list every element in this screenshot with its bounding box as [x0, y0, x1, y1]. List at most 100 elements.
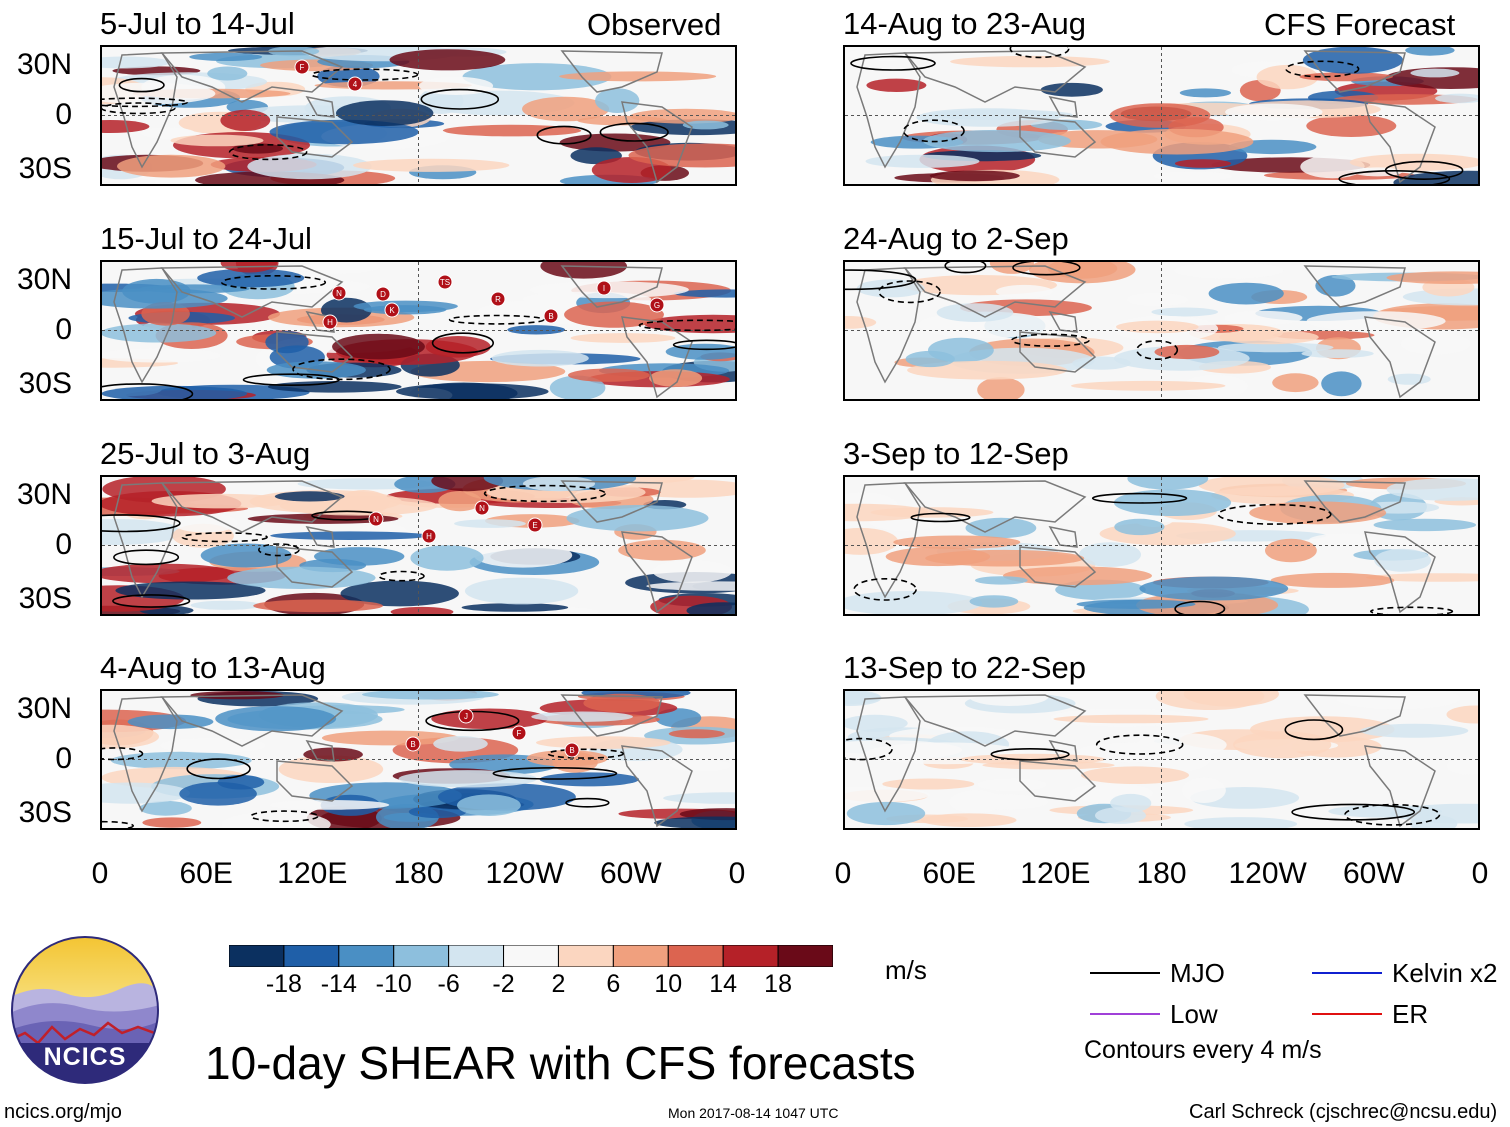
- shear-anomaly-patch: [102, 82, 216, 105]
- colorbar-tick: 2: [551, 970, 566, 998]
- shear-anomaly-patch: [950, 55, 1110, 68]
- mjo-contour: [112, 594, 191, 608]
- coastline: [305, 525, 335, 548]
- y-tick-label: 0: [55, 313, 72, 346]
- svg-text:N: N: [479, 504, 485, 513]
- storm-marker: H: [421, 528, 437, 544]
- footer-timestamp: Mon 2017-08-14 1047 UTC: [668, 1105, 839, 1121]
- mjo-contour: [181, 532, 268, 543]
- storm-marker: B: [543, 308, 559, 324]
- shear-anomaly-patch: [1114, 518, 1165, 536]
- shear-anomaly-patch: [102, 724, 159, 749]
- shear-anomaly-patch: [536, 736, 671, 749]
- shear-anomaly-patch: [654, 816, 735, 828]
- x-tick-label: 180: [393, 857, 444, 890]
- shear-anomaly-patch: [559, 133, 671, 152]
- svg-text:R: R: [495, 295, 501, 304]
- storm-marker: F: [294, 59, 310, 75]
- shear-anomaly-patch: [1301, 349, 1374, 358]
- coastline: [276, 760, 354, 802]
- shear-anomaly-patch: [1405, 47, 1455, 56]
- shear-anomaly-patch: [668, 729, 725, 739]
- colorbar-tick: 10: [654, 970, 683, 998]
- shear-anomaly-patch: [652, 560, 732, 583]
- shear-map-panel: [843, 475, 1480, 616]
- shear-anomaly-patch: [845, 503, 929, 522]
- units-label: m/s: [885, 955, 927, 985]
- svg-text:B: B: [548, 312, 553, 321]
- coastline: [1048, 525, 1078, 548]
- panel-title: 3-Sep to 12-Sep: [843, 436, 1069, 471]
- shear-anomaly-patch: [905, 350, 955, 368]
- panel-title: 4-Aug to 13-Aug: [100, 650, 326, 685]
- shear-anomaly-patch: [102, 323, 217, 343]
- shear-anomaly-patch: [583, 693, 661, 713]
- coastline: [621, 745, 693, 828]
- svg-text:4: 4: [353, 80, 358, 89]
- mjo-contour: [102, 102, 176, 115]
- shear-anomaly-patch: [321, 730, 459, 746]
- shear-anomaly-patch: [564, 301, 664, 328]
- coastline: [1019, 331, 1097, 373]
- shear-map-panel: [843, 689, 1480, 830]
- shear-anomaly-patch: [673, 289, 735, 298]
- svg-text:F: F: [300, 63, 305, 72]
- shear-anomaly-patch: [507, 325, 566, 335]
- shear-anomaly-patch: [1179, 88, 1231, 98]
- mjo-contour: [292, 358, 391, 381]
- mjo-contour: [1009, 47, 1070, 59]
- mjo-contour: [536, 125, 592, 145]
- mjo-contour: [492, 767, 618, 780]
- shear-map-panel: [843, 45, 1480, 186]
- shear-anomaly-patch: [438, 491, 482, 512]
- coastline: [1019, 760, 1097, 802]
- shear-anomaly-patch: [1249, 501, 1387, 525]
- shear-anomaly-patch: [531, 711, 633, 722]
- svg-text:B: B: [410, 740, 415, 749]
- shear-map-panel: N K TS R B I G H D: [100, 260, 737, 401]
- storm-marker: N: [331, 285, 347, 301]
- shear-anomaly-patch: [1256, 64, 1319, 90]
- shear-anomaly-patch: [1208, 282, 1284, 305]
- colorbar-tick: -2: [492, 970, 515, 998]
- shear-anomaly-patch: [227, 566, 376, 589]
- shear-anomaly-patch: [398, 770, 537, 788]
- mjo-contour: [378, 570, 425, 582]
- shear-anomaly-patch: [646, 581, 735, 591]
- shear-anomaly-patch: [566, 505, 709, 532]
- storm-marker: TS: [437, 274, 453, 290]
- shear-anomaly-patch: [1393, 170, 1478, 184]
- shear-anomaly-patch: [1386, 478, 1478, 501]
- panel-title: 5-Jul to 14-Jul: [100, 6, 295, 41]
- coastline: [276, 546, 354, 588]
- shear-anomaly-patch: [269, 800, 390, 810]
- shear-anomaly-patch: [140, 127, 195, 139]
- shear-anomaly-patch: [1126, 293, 1188, 306]
- shear-anomaly-patch: [267, 381, 402, 393]
- coastline: [1303, 480, 1406, 523]
- shear-anomaly-patch: [686, 602, 735, 614]
- mjo-contour: [220, 274, 327, 290]
- footer-author: Carl Schreck (cjschrec@ncsu.edu): [1189, 1101, 1498, 1123]
- shear-anomaly-patch: [1390, 803, 1478, 824]
- mjo-contour: [1095, 734, 1184, 755]
- coastline: [621, 316, 693, 399]
- coastline: [276, 116, 354, 158]
- storm-marker: 4: [347, 76, 363, 92]
- shear-anomaly-patch: [102, 782, 190, 804]
- mjo-contour: [638, 319, 735, 332]
- shear-anomaly-patch: [1321, 371, 1362, 397]
- mjo-contour: [850, 55, 936, 71]
- shear-anomaly-patch: [1136, 733, 1227, 757]
- coastline: [1048, 95, 1078, 118]
- footer-url[interactable]: ncics.org/mjo: [4, 1101, 122, 1123]
- shear-anomaly-patch: [1113, 489, 1232, 516]
- shear-anomaly-patch: [1072, 356, 1131, 370]
- colorbar-swatch: [667, 944, 724, 968]
- shear-anomaly-patch: [1053, 714, 1209, 724]
- shear-anomaly-patch: [1270, 572, 1395, 588]
- shear-anomaly-patch: [845, 691, 881, 705]
- shear-anomaly-patch: [200, 543, 292, 568]
- mjo-contour: [599, 122, 669, 142]
- shear-anomaly-patch: [102, 348, 221, 363]
